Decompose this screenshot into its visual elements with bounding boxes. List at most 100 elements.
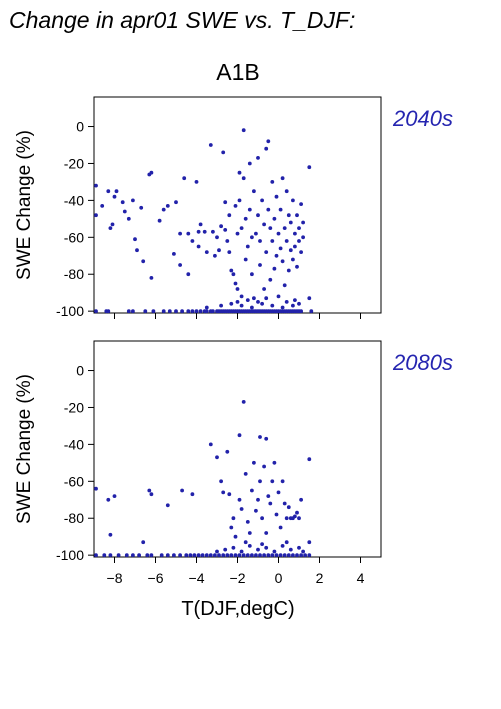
data-point — [260, 198, 264, 203]
data-point — [284, 189, 289, 194]
data-point — [262, 287, 266, 291]
data-point — [190, 239, 195, 243]
data-point — [307, 457, 312, 462]
data-point — [231, 545, 236, 550]
data-point — [233, 204, 238, 208]
data-point — [266, 553, 271, 558]
y-tick-label: -100 — [56, 547, 84, 563]
data-point — [137, 553, 142, 558]
data-point — [174, 309, 178, 314]
x-tick-label: 2 — [316, 570, 324, 586]
data-point — [250, 235, 254, 240]
data-point — [250, 488, 254, 493]
data-point — [299, 497, 303, 502]
data-point — [165, 204, 170, 208]
data-point — [149, 553, 154, 558]
data-point — [108, 553, 113, 558]
data-point — [178, 231, 183, 236]
data-point — [270, 303, 275, 308]
data-point — [192, 553, 197, 558]
data-point — [108, 226, 113, 231]
data-point — [229, 301, 234, 306]
data-point — [243, 540, 248, 545]
data-point — [235, 287, 240, 291]
data-point — [266, 494, 271, 498]
data-point — [299, 309, 303, 314]
y-tick-label: -20 — [64, 399, 84, 415]
data-point — [100, 204, 105, 208]
data-point — [301, 220, 305, 225]
data-point — [225, 239, 230, 243]
data-point — [260, 301, 264, 306]
data-point — [266, 139, 271, 144]
data-point — [252, 296, 256, 301]
data-point — [112, 194, 117, 199]
data-point — [208, 442, 213, 447]
y-tick-label: 0 — [76, 363, 84, 379]
data-point — [276, 294, 281, 299]
data-point — [235, 231, 240, 236]
data-point — [147, 488, 152, 493]
data-point — [295, 553, 299, 558]
data-point — [231, 272, 236, 277]
data-point — [237, 198, 242, 203]
data-point — [268, 501, 273, 506]
data-point — [190, 309, 195, 314]
data-point — [282, 283, 287, 288]
data-point — [288, 547, 293, 552]
data-point — [274, 194, 279, 199]
data-point — [291, 303, 295, 308]
data-point — [223, 200, 228, 205]
data-point — [291, 198, 295, 203]
data-point — [204, 553, 209, 558]
data-point — [204, 309, 209, 314]
data-point — [299, 553, 303, 558]
data-point — [141, 259, 146, 264]
data-point — [307, 165, 312, 170]
data-point — [250, 305, 254, 310]
data-point — [307, 540, 312, 545]
data-point — [145, 553, 150, 558]
data-point — [247, 207, 252, 212]
data-point — [264, 296, 269, 301]
data-point — [291, 257, 295, 262]
data-point — [239, 549, 244, 554]
data-point — [229, 268, 234, 273]
x-tick-label: −4 — [189, 570, 205, 586]
data-point — [180, 309, 185, 314]
data-point — [264, 146, 269, 151]
data-point — [194, 309, 199, 314]
data-point — [112, 494, 117, 498]
data-point — [149, 170, 154, 175]
data-point — [94, 213, 98, 218]
data-point — [233, 534, 238, 539]
y-tick-label: 0 — [76, 119, 84, 135]
data-point — [280, 259, 285, 264]
data-point — [108, 532, 113, 537]
data-point — [231, 516, 236, 521]
data-point — [293, 231, 297, 236]
data-point — [204, 305, 209, 310]
data-point — [229, 525, 234, 530]
data-point — [295, 264, 299, 269]
data-point — [256, 213, 260, 218]
data-point — [94, 183, 98, 188]
data-point — [241, 553, 246, 558]
data-point — [198, 222, 203, 227]
data-point — [288, 248, 293, 253]
data-point — [94, 553, 98, 558]
data-point — [165, 553, 170, 558]
data-point — [237, 553, 242, 558]
data-point — [270, 479, 275, 484]
page-title: Change in apr01 SWE vs. T_DJF: — [9, 7, 355, 33]
data-point — [286, 553, 291, 558]
data-point — [260, 542, 264, 546]
data-point — [221, 150, 226, 155]
panel-2080s: 0 -20 -40 -60 -80 -100 −8 −6 −4 −2 0 2 4 SWE Change (… — [14, 340, 453, 586]
data-point — [161, 207, 166, 212]
data-point — [182, 176, 187, 181]
data-point — [237, 497, 242, 502]
data-point — [196, 553, 201, 558]
data-point — [213, 253, 217, 258]
data-point — [167, 309, 172, 314]
